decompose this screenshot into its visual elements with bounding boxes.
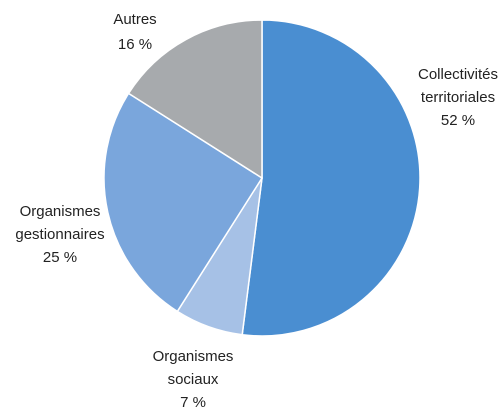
slice-value-label: 25 % [43,249,77,266]
slice-name-label: Autres [113,11,156,28]
slice-value-label: 7 % [180,394,206,411]
pie-slices [103,19,421,337]
slice-label-3: Autres 16 % [113,11,156,53]
slice-label-2: Organismes gestionnaires 25 % [15,203,104,266]
slice-name-label: Organismes [153,348,234,365]
pie-labels: Collectivités territoriales 52 % Organismes… [15,11,498,411]
pie-slice-2 [103,92,264,313]
slice-value-label: 52 % [441,112,475,129]
slice-name-label: territoriales [421,89,495,106]
pie-slice-0 [241,19,421,337]
slice-name-label: sociaux [168,371,219,388]
slice-label-1: Organismes sociaux 7 % [153,348,234,411]
slice-name-label: gestionnaires [15,226,104,243]
slice-name-label: Collectivités [418,66,498,83]
slice-value-label: 16 % [118,36,152,53]
slice-label-0: Collectivités territoriales 52 % [418,66,498,129]
pie-slice-3 [127,19,263,180]
slice-name-label: Organismes [20,203,101,220]
